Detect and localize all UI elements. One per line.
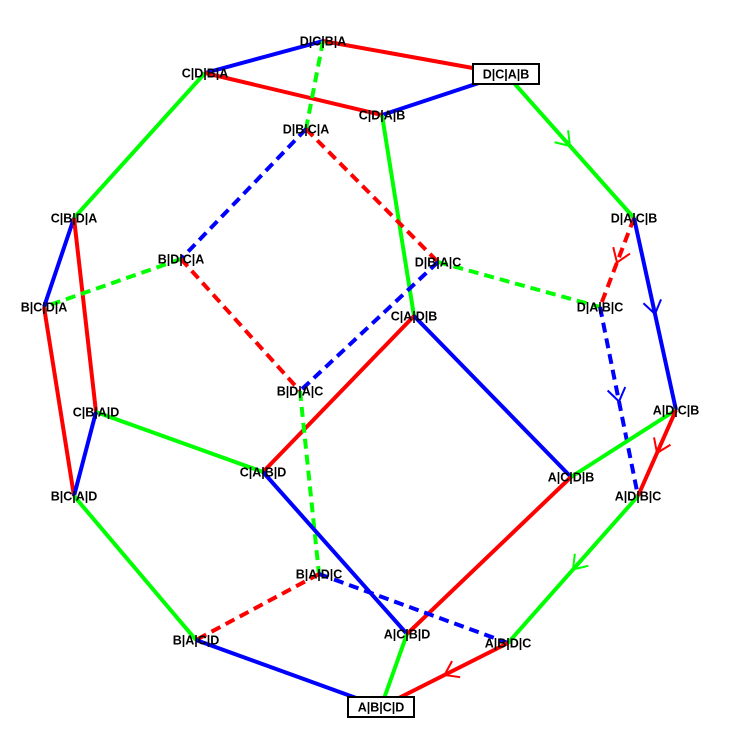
node-acdb: A|C|D|B <box>548 471 595 485</box>
node-label: C|A|B|D <box>240 466 287 480</box>
node-cbad: C|B|A|D <box>73 406 120 420</box>
arrowhead-dacb-dabc <box>612 246 631 265</box>
node-dacb: D|A|C|B <box>611 212 658 226</box>
node-dabc: D|A|B|C <box>577 301 624 315</box>
node-dbac: D|B|A|C <box>415 256 462 270</box>
edge-cdba-cbda <box>72 71 207 220</box>
node-cdba: C|D|B|A <box>182 67 229 81</box>
edge-cabd-acbd <box>261 470 409 636</box>
node-label: A|C|B|D <box>384 628 431 642</box>
edge-bdac-badc <box>298 390 321 575</box>
node-badc: B|A|D|C <box>296 568 343 582</box>
node-adbc: A|D|B|C <box>615 490 662 504</box>
node-label: A|D|B|C <box>615 490 662 504</box>
node-box <box>347 696 415 718</box>
edge-cbda-bcda <box>42 217 76 308</box>
node-label: D|A|C|B <box>611 212 658 226</box>
edge-dcba-dbca <box>304 40 325 130</box>
edge-cbad-cabd <box>95 410 264 474</box>
node-label: A|C|D|B <box>548 471 595 485</box>
node-label: D|C|B|A <box>300 35 347 49</box>
edge-dbac-dabc <box>437 260 601 309</box>
node-label: A|D|C|B <box>653 404 700 418</box>
node-label: D|A|B|C <box>577 301 624 315</box>
arrowhead-dabc-adbc <box>606 386 627 404</box>
node-acbd: A|C|B|D <box>384 628 431 642</box>
edge-bdca-bcda <box>43 257 182 309</box>
edge-cbad-bcad <box>72 411 98 497</box>
edge-dbca-bdca <box>179 127 308 261</box>
node-label: D|C|A|B <box>483 68 530 82</box>
node-label: B|A|C|D <box>173 634 220 648</box>
arrowhead-dcab-dacb <box>554 130 572 148</box>
node-label: C|D|A|B <box>359 109 406 123</box>
node-label: D|B|A|C <box>415 256 462 270</box>
edge-bacd-abcd <box>195 638 382 709</box>
nodes-layer: D|C|B|A C|D|B|A D|C|A|B C|D|A|B D|B|C|A C|B|D… <box>21 35 700 718</box>
node-label: B|A|D|C <box>296 568 343 582</box>
node-cadb: C|A|D|B <box>391 310 438 324</box>
edge-bcda-bcad <box>42 306 76 497</box>
node-dcba: D|C|B|A <box>300 35 347 49</box>
node-label: C|B|A|D <box>73 406 120 420</box>
node-abdc: A|B|D|C <box>485 637 532 651</box>
node-bdac: B|D|A|C <box>277 385 324 399</box>
edge-cdba-dcba <box>204 39 324 75</box>
edge-dbca-dbac <box>304 127 440 264</box>
node-adcb: A|D|C|B <box>653 404 700 418</box>
edge-cdba-cdab <box>204 71 383 117</box>
node-bdca: B|D|C|A <box>158 253 205 267</box>
node-bcda: B|C|D|A <box>21 301 68 315</box>
edge-badc-bacd <box>195 572 320 642</box>
node-label: B|C|A|D <box>51 490 98 504</box>
node-label: D|B|C|A <box>283 123 330 137</box>
edge-acdb-acbd <box>405 475 573 636</box>
node-cabd: C|A|B|D <box>240 466 287 480</box>
arrowhead-adcb-adbc <box>653 437 672 455</box>
node-cbda: C|B|D|A <box>51 212 98 226</box>
edge-bdca-bdac <box>179 257 302 393</box>
node-label: A|B|C|D <box>358 701 405 715</box>
edge-adcb-acdb <box>569 408 678 479</box>
edge-bcad-bacd <box>72 494 198 642</box>
node-label: B|C|D|A <box>21 301 68 315</box>
node-dbca: D|B|C|A <box>283 123 330 137</box>
node-label: C|D|B|A <box>182 67 229 81</box>
arrowhead-abdc-abcd <box>442 660 461 679</box>
node-bacd: B|A|C|D <box>173 634 220 648</box>
node-dcab: D|C|A|B <box>472 63 540 85</box>
edge-acbd-abcd <box>379 633 409 708</box>
node-abcd: A|B|C|D <box>347 696 415 718</box>
node-label: C|A|D|B <box>391 310 438 324</box>
arrowhead-dacb-adcb <box>642 298 662 316</box>
node-cdab: C|D|A|B <box>359 109 406 123</box>
edges-layer <box>42 39 678 709</box>
node-bcad: B|C|A|D <box>51 490 98 504</box>
edge-cbda-cbad <box>72 217 98 413</box>
edge-badc-abdc <box>318 572 509 645</box>
edge-cadb-acdb <box>412 314 573 479</box>
arrowhead-adbc-abdc <box>571 553 589 571</box>
node-label: C|B|D|A <box>51 212 98 226</box>
node-box <box>472 63 540 85</box>
edge-cadb-cabd <box>261 314 416 474</box>
edge-dbac-bdac <box>298 260 440 393</box>
node-label: A|B|D|C <box>485 637 532 651</box>
node-label: B|D|C|A <box>158 253 205 267</box>
node-label: B|D|A|C <box>277 385 324 399</box>
edge-cdab-cadb <box>380 114 416 317</box>
